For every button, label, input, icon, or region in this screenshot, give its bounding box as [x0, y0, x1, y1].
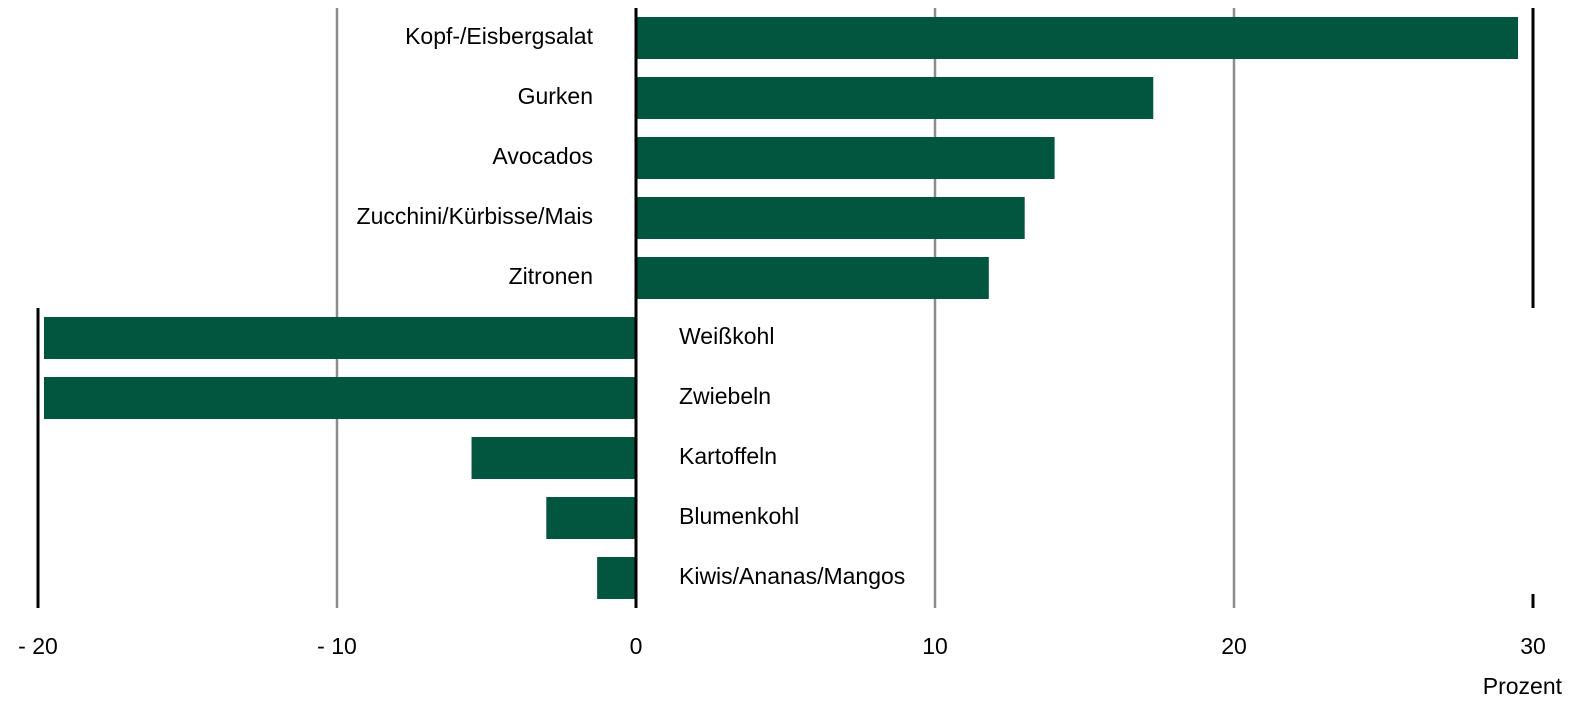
x-tick-label: - 10	[317, 633, 357, 659]
bar	[636, 257, 989, 299]
bar	[636, 17, 1519, 59]
category-label: Kopf-/Eisbergsalat	[405, 23, 594, 49]
category-label: Weißkohl	[679, 323, 774, 349]
bar	[43, 317, 637, 359]
bar	[471, 437, 636, 479]
category-label: Avocados	[492, 143, 593, 169]
category-label: Zucchini/Kürbisse/Mais	[357, 203, 593, 229]
category-label: Blumenkohl	[679, 503, 799, 529]
category-label: Kiwis/Ananas/Mangos	[679, 563, 905, 589]
bar	[43, 377, 637, 419]
x-axis-label: Prozent	[1483, 673, 1563, 699]
category-label: Zitronen	[509, 263, 593, 289]
x-tick-label: 30	[1520, 633, 1546, 659]
x-tick-label: 0	[630, 633, 643, 659]
bar	[636, 77, 1154, 119]
category-label: Zwiebeln	[679, 383, 771, 409]
bar	[597, 557, 636, 599]
bar	[636, 197, 1025, 239]
x-tick-label: 20	[1221, 633, 1247, 659]
bar	[546, 497, 636, 539]
x-tick-label: - 20	[18, 633, 58, 659]
x-tick-label: 10	[922, 633, 948, 659]
bar	[636, 137, 1055, 179]
category-label: Gurken	[518, 83, 593, 109]
category-label: Kartoffeln	[679, 443, 777, 469]
